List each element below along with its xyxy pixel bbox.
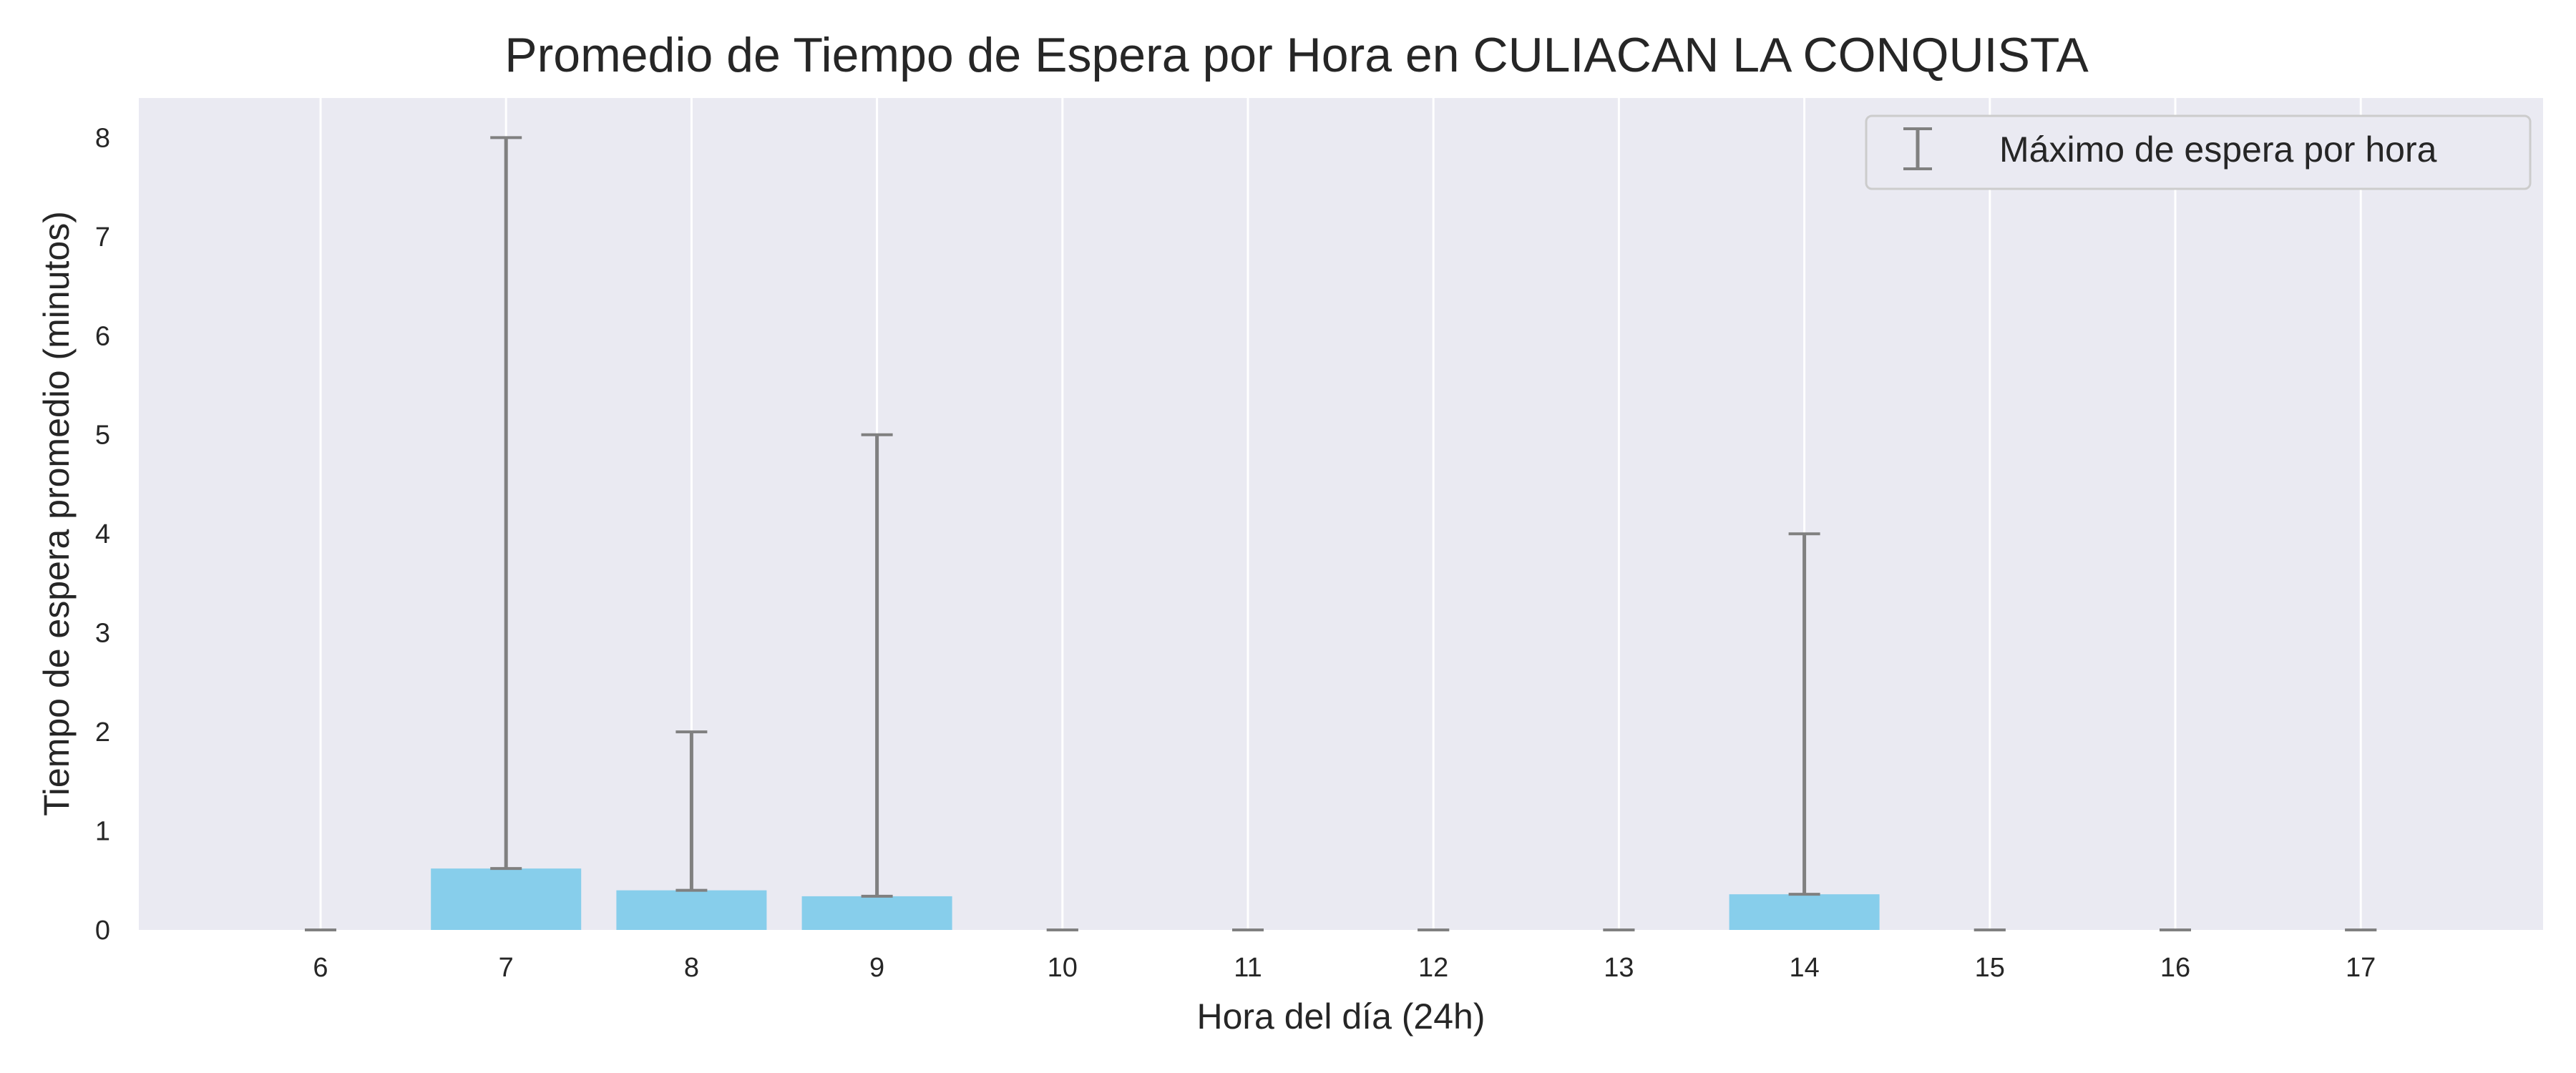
y-tick-8: 8	[95, 123, 110, 153]
plot-area	[139, 98, 2543, 930]
x-tick-16: 16	[2160, 953, 2190, 983]
x-tick-8: 8	[684, 953, 699, 983]
bar-8	[616, 890, 767, 930]
legend-label: Máximo de espera por hora	[1999, 129, 2437, 170]
x-tick-15: 15	[1975, 953, 2005, 983]
x-ticks: 6 7 8 9 10 11 12 13 14 15 16 17	[313, 953, 2376, 983]
y-tick-2: 2	[95, 717, 110, 748]
error-bar-8	[675, 730, 708, 892]
y-tick-0: 0	[95, 916, 110, 946]
bar-7	[431, 868, 582, 930]
x-tick-12: 12	[1418, 953, 1448, 983]
legend: Máximo de espera por hora	[1865, 114, 2532, 190]
legend-box	[1865, 114, 2532, 190]
error-bar-9	[861, 433, 893, 898]
y-tick-4: 4	[95, 519, 110, 549]
x-tick-6: 6	[313, 953, 328, 983]
x-tick-7: 7	[499, 953, 514, 983]
x-axis-label: Hora del día (24h)	[1196, 996, 1485, 1037]
x-tick-9: 9	[869, 953, 884, 983]
x-tick-14: 14	[1789, 953, 1819, 983]
x-tick-17: 17	[2346, 953, 2376, 983]
x-tick-11: 11	[1234, 953, 1262, 983]
x-tick-13: 13	[1604, 953, 1634, 983]
chart-title: Promedio de Tiempo de Espera por Hora en…	[504, 28, 2089, 82]
legend-error-marker	[1903, 127, 1932, 170]
bar-9	[801, 896, 952, 930]
x-tick-10: 10	[1048, 953, 1078, 983]
y-tick-7: 7	[95, 222, 110, 253]
y-tick-6: 6	[95, 321, 110, 351]
error-bars	[305, 136, 2377, 931]
y-tick-5: 5	[95, 421, 110, 451]
y-tick-3: 3	[95, 619, 110, 649]
y-axis-label: Tiempo de espera promedio (minutos)	[36, 211, 77, 816]
y-tick-1: 1	[95, 817, 110, 847]
bar-14	[1729, 894, 1880, 930]
error-bar-14	[1788, 532, 1820, 896]
bars	[431, 868, 1880, 930]
y-ticks: 0 1 2 3 4 5 6 7 8	[95, 123, 110, 946]
error-bar-7	[490, 136, 522, 871]
